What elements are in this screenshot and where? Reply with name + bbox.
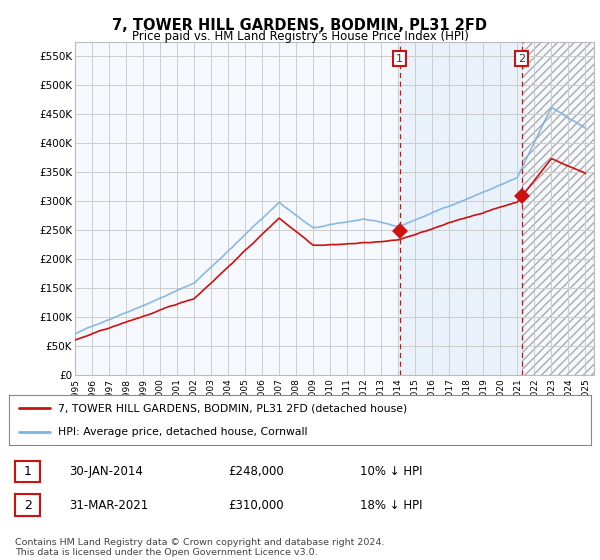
Text: 31-MAR-2021: 31-MAR-2021 [69,498,148,512]
Text: 10% ↓ HPI: 10% ↓ HPI [360,465,422,478]
Text: 1: 1 [23,465,32,478]
Bar [521,42,594,375]
Text: 1: 1 [396,54,403,64]
Text: £248,000: £248,000 [228,465,284,478]
Text: Contains HM Land Registry data © Crown copyright and database right 2024.
This d: Contains HM Land Registry data © Crown c… [15,538,385,557]
Text: Price paid vs. HM Land Registry's House Price Index (HPI): Price paid vs. HM Land Registry's House … [131,30,469,43]
Text: 2: 2 [518,54,525,64]
Text: 7, TOWER HILL GARDENS, BODMIN, PL31 2FD: 7, TOWER HILL GARDENS, BODMIN, PL31 2FD [113,18,487,33]
Text: 18% ↓ HPI: 18% ↓ HPI [360,498,422,512]
Text: 7, TOWER HILL GARDENS, BODMIN, PL31 2FD (detached house): 7, TOWER HILL GARDENS, BODMIN, PL31 2FD … [58,403,408,413]
Text: 2: 2 [23,498,32,512]
Text: 30-JAN-2014: 30-JAN-2014 [69,465,143,478]
Text: HPI: Average price, detached house, Cornwall: HPI: Average price, detached house, Corn… [58,427,308,437]
Text: £310,000: £310,000 [228,498,284,512]
Bar [400,42,521,375]
